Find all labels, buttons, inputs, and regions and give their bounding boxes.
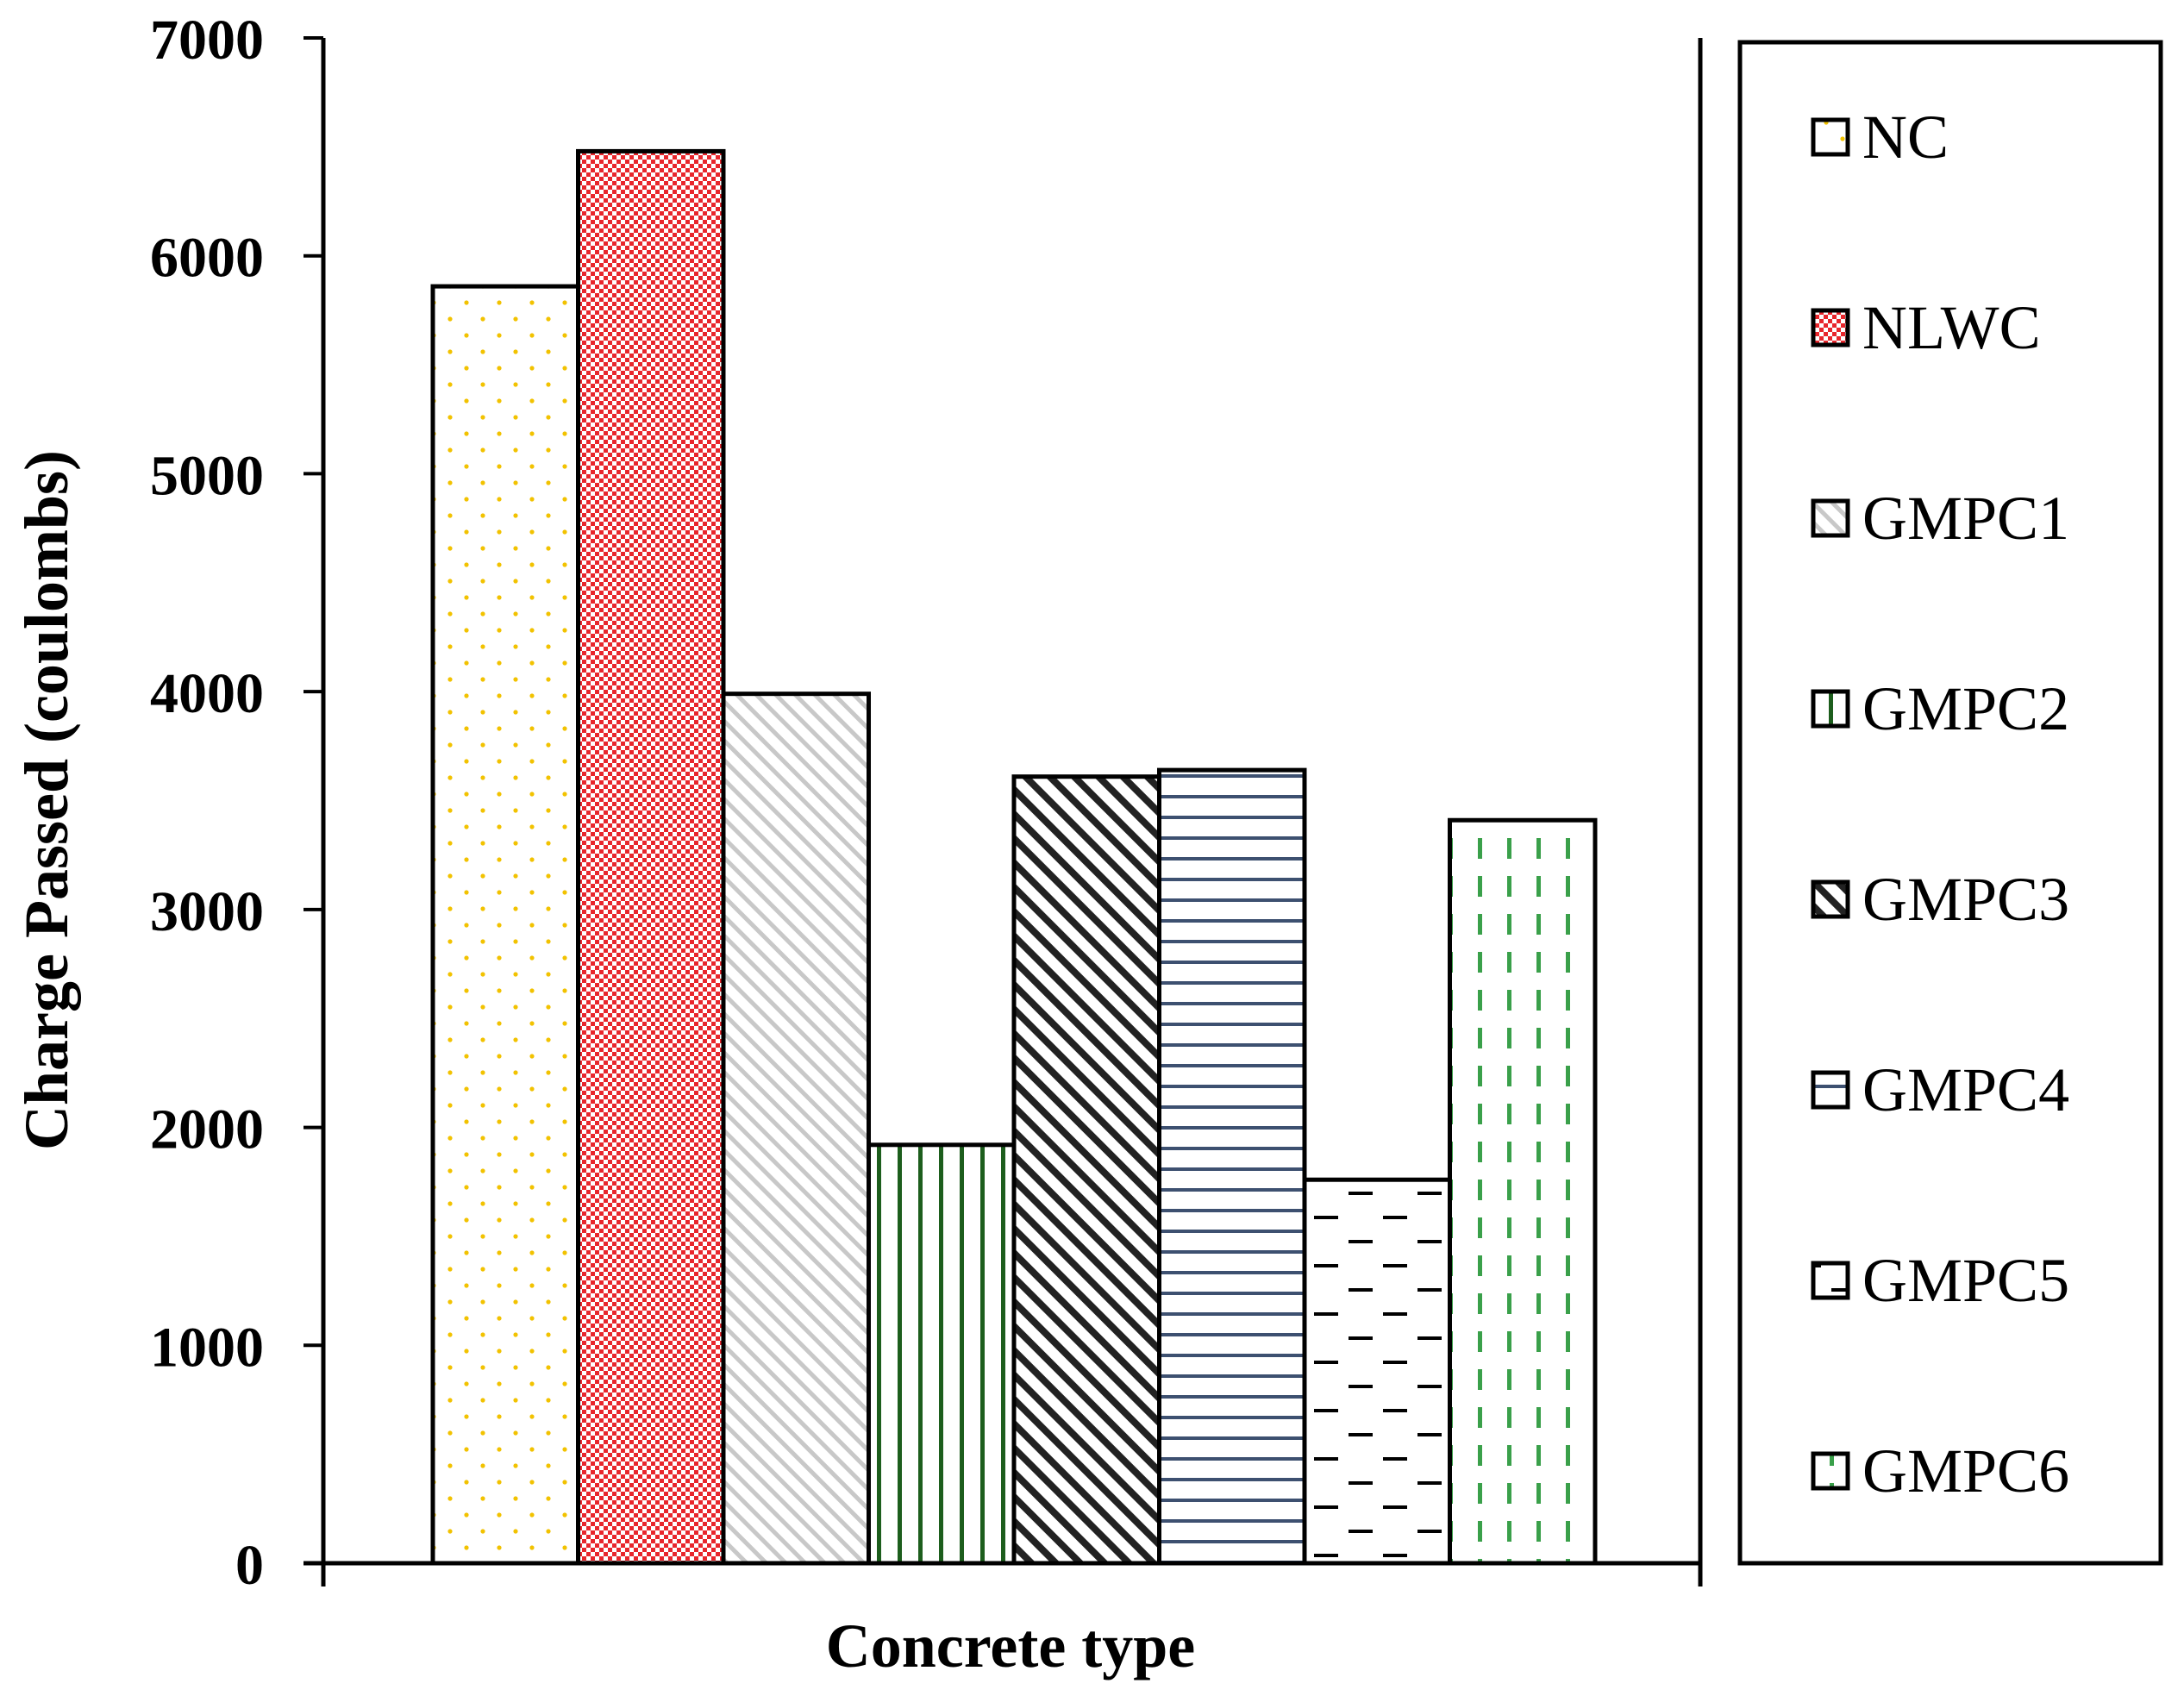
y-tick-label: 4000	[150, 662, 264, 725]
bar-gmpc2	[867, 1142, 1017, 1566]
bar-gmpc6	[1448, 817, 1598, 1566]
bar-gmpc1	[721, 692, 871, 1566]
x-axis-title: Concrete type	[826, 1612, 1196, 1680]
y-tick-label: 5000	[150, 444, 264, 507]
legend-swatch	[1811, 117, 1850, 157]
y-tick-label: 2000	[150, 1098, 264, 1161]
y-axis-ticks: 0 1000 2000 3000 4000 5000 6000 7000	[150, 9, 323, 1597]
bar-nc	[430, 284, 580, 1566]
bar-gmpc4	[1157, 767, 1307, 1566]
bar-gmpc5	[1302, 1177, 1452, 1566]
legend-label: NC	[1862, 103, 1949, 172]
legend-swatch	[1811, 1070, 1850, 1110]
legend-swatch	[1811, 1451, 1850, 1491]
legend-label: NLWC	[1862, 293, 2041, 362]
legend-box	[1737, 40, 2163, 1566]
legend-swatch	[1811, 308, 1850, 347]
bar-gmpc3	[1011, 774, 1161, 1566]
y-tick-label: 1000	[150, 1316, 264, 1379]
legend-swatch	[1811, 879, 1850, 919]
y-tick-label: 0	[235, 1534, 264, 1597]
y-tick-label: 3000	[150, 880, 264, 943]
legend-swatch	[1811, 1261, 1850, 1300]
legend-label: GMPC1	[1862, 484, 2069, 553]
legend-label: GMPC5	[1862, 1246, 2069, 1315]
legend-label: GMPC2	[1862, 674, 2069, 743]
legend-label: GMPC3	[1862, 865, 2069, 934]
legend-swatch	[1811, 689, 1850, 729]
bar-nlwc	[576, 148, 726, 1566]
y-tick-label: 7000	[150, 9, 264, 72]
y-axis-title: Charge Passed (coulombs)	[12, 450, 81, 1150]
legend-label: GMPC4	[1862, 1055, 2069, 1124]
legend-swatch	[1811, 498, 1850, 538]
axes	[304, 38, 1703, 1586]
legend-label: GMPC6	[1862, 1436, 2069, 1505]
legend: NC NLWC GMPC1 GMPC2 GMPC3 GMPC4 GMPC5 GMPC6	[1737, 40, 2163, 1566]
y-tick-label: 6000	[150, 227, 264, 290]
bars	[430, 148, 1598, 1566]
